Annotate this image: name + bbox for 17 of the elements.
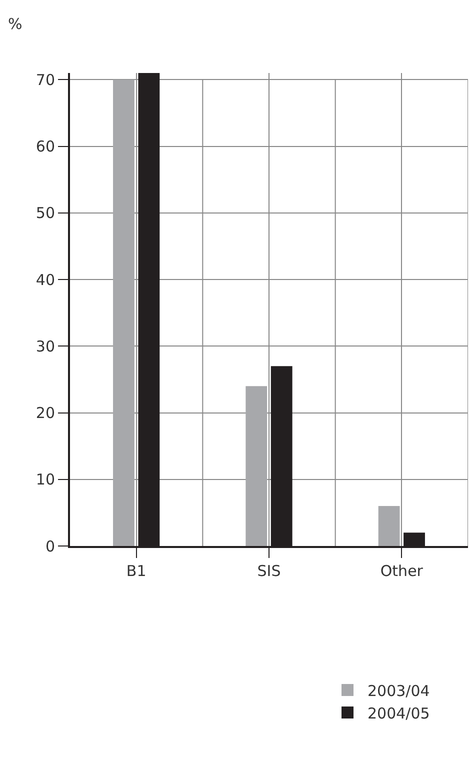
y-tick-label: 60 (36, 138, 55, 156)
legend-label: 2003/04 (368, 682, 430, 700)
y-tick-label: 20 (36, 404, 55, 422)
y-tick-label: 50 (36, 204, 55, 222)
y-tick-label: 70 (36, 70, 55, 89)
bar (113, 80, 134, 546)
y-axis-title: % (8, 15, 22, 33)
y-tick-label: 10 (36, 470, 55, 489)
y-tick-label: 0 (45, 537, 55, 556)
legend-label: 2004/05 (368, 704, 430, 722)
bar (246, 386, 268, 546)
x-tick-label: Other (380, 562, 424, 580)
y-tick-label: 40 (36, 270, 55, 289)
y-tick-label: 30 (36, 337, 55, 356)
bar (378, 506, 400, 546)
x-tick-label: B1 (126, 562, 146, 580)
x-tick-label: SIS (257, 562, 281, 580)
